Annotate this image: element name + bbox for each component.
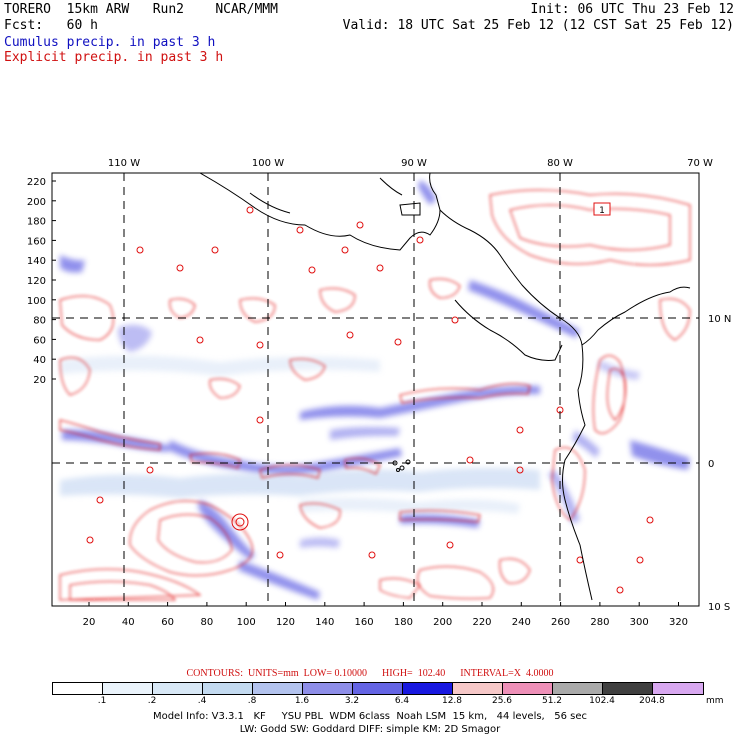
colorbar-label: 12.8 — [441, 696, 463, 706]
y-tick-label: 80 — [33, 316, 46, 327]
lat-label: 10 N — [708, 314, 731, 325]
explicit-legend: Explicit precip. in past 3 h — [4, 50, 224, 65]
x-tick-label: 200 — [433, 617, 452, 628]
lon-label: 80 W — [547, 158, 573, 169]
colorbar-label: 51.2 — [541, 696, 563, 706]
cumulus-legend: Cumulus precip. in past 3 h — [4, 35, 216, 50]
colorbar-swatch — [153, 683, 203, 694]
colorbar-label: .1 — [97, 696, 107, 706]
colorbar-swatch — [203, 683, 253, 694]
x-tick-label: 80 — [201, 617, 214, 628]
colorbar-label: 6.4 — [394, 696, 410, 706]
galapagos-islands — [392, 459, 411, 472]
x-tick-label: 260 — [551, 617, 570, 628]
y-tick-label: 40 — [33, 355, 46, 366]
x-tick-label: 60 — [161, 617, 174, 628]
y-axis-ticks: 220 200 180 160 140 120 100 80 60 40 20 — [27, 177, 56, 386]
lon-label: 100 W — [252, 158, 284, 169]
colorbar-label: 204.8 — [639, 696, 665, 706]
x-tick-label: 240 — [512, 617, 531, 628]
colorbar-swatch — [53, 683, 103, 694]
forecast-hour: Fcst: 60 h — [4, 18, 98, 33]
x-tick-label: 300 — [630, 617, 649, 628]
latitude-labels: 10 N 0 10 S — [708, 314, 731, 613]
inset-box — [593, 202, 611, 216]
colorbar-swatch — [453, 683, 503, 694]
valid-time: Valid: 18 UTC Sat 25 Feb 12 (12 CST Sat … — [342, 18, 734, 33]
y-tick-label: 100 — [27, 296, 46, 307]
x-tick-label: 220 — [472, 617, 491, 628]
x-tick-label: 120 — [276, 617, 295, 628]
y-tick-label: 120 — [27, 276, 46, 287]
inset-box-label: 1 — [599, 206, 605, 216]
x-tick-label: 320 — [669, 617, 688, 628]
y-tick-label: 20 — [33, 375, 46, 386]
x-tick-label: 140 — [315, 617, 334, 628]
colorbar-swatch — [503, 683, 553, 694]
colorbar-labels: .1 .2 .4 .8 1.6 3.2 6.4 12.8 25.6 51.2 102.4 204.8 — [52, 696, 702, 708]
lat-lon-grid — [52, 173, 699, 606]
colorbar-swatch — [553, 683, 603, 694]
colorbar-label: .4 — [197, 696, 207, 706]
init-time: Init: 06 UTC Thu 23 Feb 12 — [530, 2, 735, 17]
x-tick-label: 40 — [122, 617, 135, 628]
colorbar-swatch — [653, 683, 703, 694]
colorbar-label: 102.4 — [589, 696, 615, 706]
y-tick-label: 140 — [27, 256, 46, 267]
colorbar-swatch — [303, 683, 353, 694]
cumulus-precip-light — [60, 355, 540, 514]
colorbar-label: .2 — [147, 696, 157, 706]
x-axis-ticks: 20 40 60 80 100 120 140 160 180 200 220 240 260 280 30… — [83, 602, 688, 628]
contour-info: CONTOURS: UNITS=mm LOW= 0.10000 HIGH= 10… — [186, 668, 554, 679]
lon-label: 110 W — [108, 158, 140, 169]
run-title: TORERO 15km ARW Run2 NCAR/MMM — [4, 2, 278, 17]
cumulus-precip-shading — [60, 180, 690, 600]
map-frame — [51, 172, 700, 607]
model-info: Model Info: V3.3.1 KF YSU PBL WDM 6class… — [152, 711, 588, 722]
coastlines — [199, 173, 691, 601]
x-tick-label: 160 — [355, 617, 374, 628]
explicit-precip-cells — [86, 206, 654, 594]
lat-label: 0 — [708, 459, 714, 470]
colorbar-swatch — [103, 683, 153, 694]
colorbar-label: .8 — [247, 696, 257, 706]
colorbar-swatch — [403, 683, 453, 694]
colorbar-label: 25.6 — [491, 696, 513, 706]
y-tick-label: 220 — [27, 177, 46, 188]
longitude-labels: 110 W 100 W 90 W 80 W 70 W — [108, 158, 713, 169]
colorbar-swatch — [603, 683, 653, 694]
y-tick-label: 200 — [27, 197, 46, 208]
lon-label: 90 W — [401, 158, 427, 169]
colorbar-label: 3.2 — [344, 696, 360, 706]
x-tick-label: 20 — [83, 617, 96, 628]
x-tick-label: 180 — [394, 617, 413, 628]
explicit-precip-contours — [59, 189, 691, 601]
colorbar-swatch — [253, 683, 303, 694]
physics-info: LW: Godd SW: Goddard DIFF: simple KM: 2D… — [239, 724, 501, 735]
precip-map: 1 110 W 100 W 90 W 80 W 70 W 10 N 0 10 S… — [27, 158, 731, 628]
colorbar-label: 1.6 — [294, 696, 310, 706]
colorbar-swatch — [353, 683, 403, 694]
lat-label: 10 S — [708, 602, 730, 613]
y-tick-label: 60 — [33, 335, 46, 346]
x-tick-label: 100 — [237, 617, 256, 628]
y-tick-label: 160 — [27, 236, 46, 247]
colorbar-unit: mm — [706, 696, 724, 706]
y-tick-label: 180 — [27, 217, 46, 228]
colorbar — [52, 682, 704, 695]
x-tick-label: 280 — [590, 617, 609, 628]
lon-label: 70 W — [687, 158, 713, 169]
